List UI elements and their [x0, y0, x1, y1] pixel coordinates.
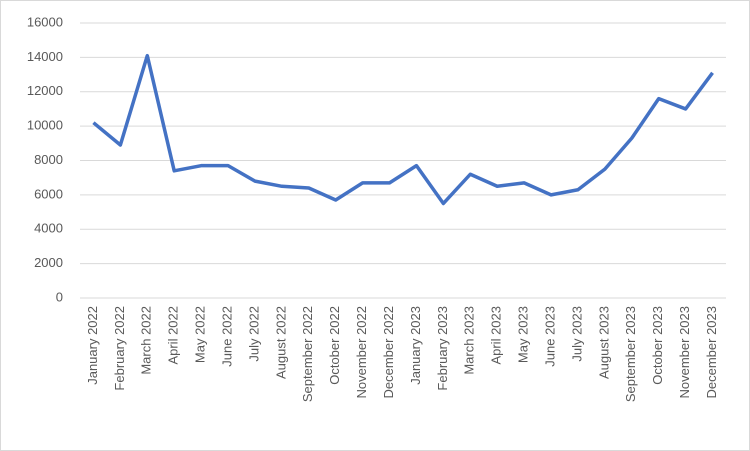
- x-tick-label: November 2022: [354, 306, 369, 399]
- y-tick-label: 2000: [34, 255, 63, 270]
- y-tick-label: 12000: [27, 83, 63, 98]
- x-tick-label: December 2022: [381, 306, 396, 399]
- x-tick-label: June 2022: [219, 306, 234, 367]
- x-tick-label: February 2022: [112, 306, 127, 391]
- x-tick-label: August 2023: [596, 306, 611, 379]
- x-tick-label: March 2022: [139, 306, 154, 375]
- x-tick-label: October 2023: [650, 306, 665, 385]
- x-tick-label: December 2023: [704, 306, 719, 399]
- data-line: [92, 53, 714, 206]
- x-tick-label: January 2022: [85, 306, 100, 385]
- y-tick-label: 4000: [34, 221, 63, 236]
- x-tick-label: February 2023: [435, 306, 450, 391]
- x-tick-label: March 2023: [462, 306, 477, 375]
- x-tick-label: July 2022: [246, 306, 261, 362]
- x-tick-label: April 2023: [489, 306, 504, 365]
- x-tick-label: October 2022: [327, 306, 342, 385]
- y-tick-label: 0: [56, 289, 63, 304]
- x-tick-label: June 2023: [542, 306, 557, 367]
- x-tick-label: July 2023: [569, 306, 584, 362]
- x-tick-label: September 2022: [300, 306, 315, 402]
- x-tick-label: January 2023: [408, 306, 423, 385]
- x-tick-label: August 2022: [273, 306, 288, 379]
- x-tick-label: April 2022: [166, 306, 181, 365]
- x-tick-label: May 2022: [193, 306, 208, 363]
- x-tick-label: May 2023: [516, 306, 531, 363]
- x-tick-label: September 2023: [623, 306, 638, 402]
- y-tick-label: 16000: [27, 14, 63, 29]
- y-tick-label: 8000: [34, 152, 63, 167]
- x-tick-label: November 2023: [677, 306, 692, 399]
- y-tick-label: 6000: [34, 186, 63, 201]
- y-tick-label: 14000: [27, 49, 63, 64]
- y-tick-label: 10000: [27, 118, 63, 133]
